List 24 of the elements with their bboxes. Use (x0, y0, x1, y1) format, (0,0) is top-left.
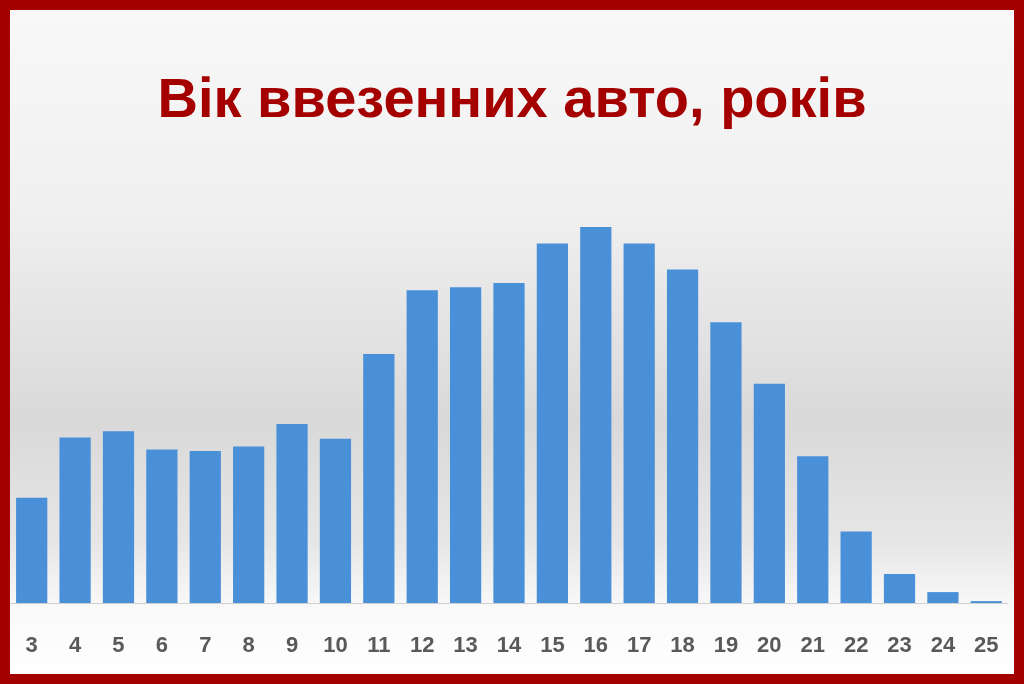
x-tick-label: 22 (843, 631, 869, 657)
x-tick-label: 25 (974, 631, 999, 657)
x-tick-label: 16 (583, 631, 609, 657)
x-tick-label: 13 (453, 631, 478, 657)
x-tick-label: 10 (323, 631, 348, 657)
x-tick-label: 4 (68, 631, 82, 657)
x-tick-label: 7 (199, 631, 212, 657)
x-tick-label: 9 (285, 631, 299, 657)
x-tick-label: 17 (626, 631, 652, 657)
x-tick-label: 5 (112, 631, 125, 657)
x-tick-label: 18 (670, 631, 695, 657)
x-tick-label: 14 (496, 631, 522, 657)
x-tick-label: 11 (367, 631, 391, 657)
x-tick-label: 24 (930, 631, 956, 657)
x-tick-label: 3 (25, 631, 38, 657)
x-tick-label: 19 (713, 631, 739, 657)
x-tick-label: 8 (242, 631, 255, 657)
x-tick-label: 6 (155, 631, 168, 657)
x-tick-label: 20 (757, 631, 782, 657)
x-tick-label: 12 (409, 631, 435, 657)
chart-title: Вік ввезенних авто, років (157, 65, 867, 129)
x-tick-label: 15 (540, 631, 565, 657)
x-tick-label: 23 (887, 631, 912, 657)
x-tick-label: 21 (800, 631, 825, 657)
